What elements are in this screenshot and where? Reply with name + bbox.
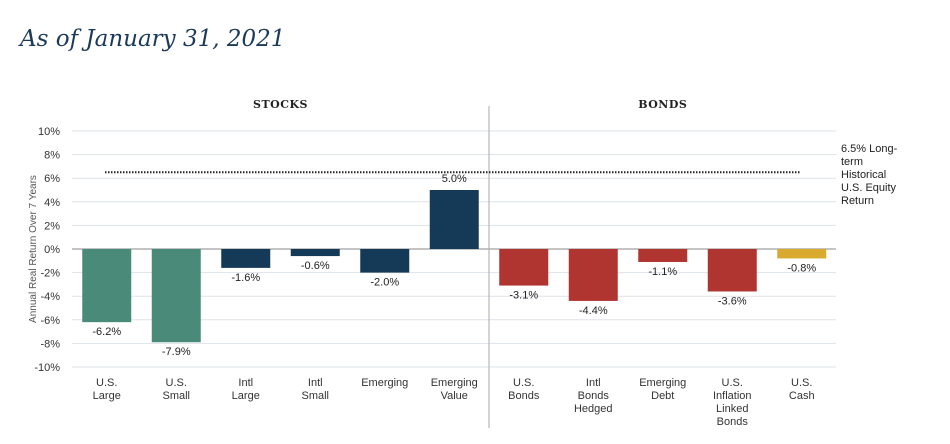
reference-line-label-text: term [841, 156, 863, 168]
page-title: As of January 31, 2021 [20, 26, 286, 52]
value-label: -6.2% [92, 326, 121, 338]
bar [221, 249, 271, 268]
bar [777, 249, 827, 259]
category-label: Bonds [578, 390, 610, 402]
value-label: 5.0% [442, 173, 467, 185]
y-tick-label: 2% [44, 220, 60, 232]
category-label: Large [93, 390, 121, 402]
reference-line-label-text: U.S. Equity [841, 182, 897, 194]
category-label: U.S. [96, 377, 117, 389]
category-label: Intl [586, 377, 601, 389]
category-label: Intl [308, 377, 323, 389]
category-label: Emerging [431, 377, 478, 389]
reference-line-label-text: Return [841, 195, 874, 207]
value-label: -0.6% [301, 260, 330, 272]
category-labels: U.S.LargeU.S.SmallIntlLargeIntlSmallEmer… [93, 377, 815, 428]
y-tick-label: -8% [40, 338, 60, 350]
y-tick-label: 10% [38, 126, 60, 138]
bar [360, 249, 410, 273]
bar [429, 190, 479, 249]
category-label: Hedged [574, 403, 613, 415]
bars [82, 190, 827, 343]
value-label: -2.0% [370, 277, 399, 289]
category-label: Emerging [361, 377, 408, 389]
category-label: Inflation [713, 390, 752, 402]
bar [707, 249, 757, 292]
y-tick-label: 4% [44, 197, 60, 209]
category-label: Intl [238, 377, 253, 389]
y-axis-label: Annual Real Return Over 7 Years [28, 175, 39, 323]
category-label: Emerging [639, 377, 686, 389]
y-tick-label: 8% [44, 150, 60, 162]
category-label: U.S. [166, 377, 187, 389]
bar [499, 249, 549, 286]
value-label: -0.8% [787, 262, 816, 274]
y-tick-label: -6% [40, 315, 60, 327]
y-axis-ticks: 10% 8% 6% 4% 2% 0% -2% -4% -6% -8% -10% [34, 126, 60, 374]
value-label: -1.1% [648, 266, 677, 278]
category-label: Small [301, 390, 329, 402]
y-tick-label: -4% [40, 291, 60, 303]
category-label: Linked [716, 403, 748, 415]
reference-line-label-text: Historical [841, 169, 886, 181]
reference-line-label-text: 6.5% Long- [841, 143, 898, 155]
category-label: U.S. [791, 377, 812, 389]
category-label: Value [441, 390, 468, 402]
group-label: STOCKS [253, 98, 308, 111]
value-label: -3.6% [718, 295, 747, 307]
y-tick-label: -2% [40, 268, 60, 280]
category-label: U.S. [722, 377, 743, 389]
category-label: Large [232, 390, 260, 402]
category-label: Cash [789, 390, 815, 402]
value-label: -7.9% [162, 346, 191, 358]
group-label: BONDS [638, 98, 687, 111]
category-label: Debt [651, 390, 674, 402]
group-labels: STOCKS BONDS [253, 98, 687, 111]
value-label: -3.1% [509, 290, 538, 302]
value-labels: -6.2% -7.9% -1.6% -0.6% -2.0% 5.0% -3.1% -4.4% -… [92, 173, 816, 358]
bar [568, 249, 618, 301]
category-label: Small [162, 390, 190, 402]
category-label: Bonds [717, 416, 749, 428]
y-tick-label: 6% [44, 173, 60, 185]
bar [82, 249, 132, 323]
value-label: -1.6% [231, 272, 260, 284]
value-label: -4.4% [579, 305, 608, 317]
bar [638, 249, 688, 262]
y-tick-label: -10% [34, 362, 60, 374]
category-label: U.S. [513, 377, 534, 389]
category-label: Bonds [508, 390, 540, 402]
bar [290, 249, 340, 257]
y-tick-label: 0% [44, 244, 60, 256]
bar [151, 249, 201, 343]
